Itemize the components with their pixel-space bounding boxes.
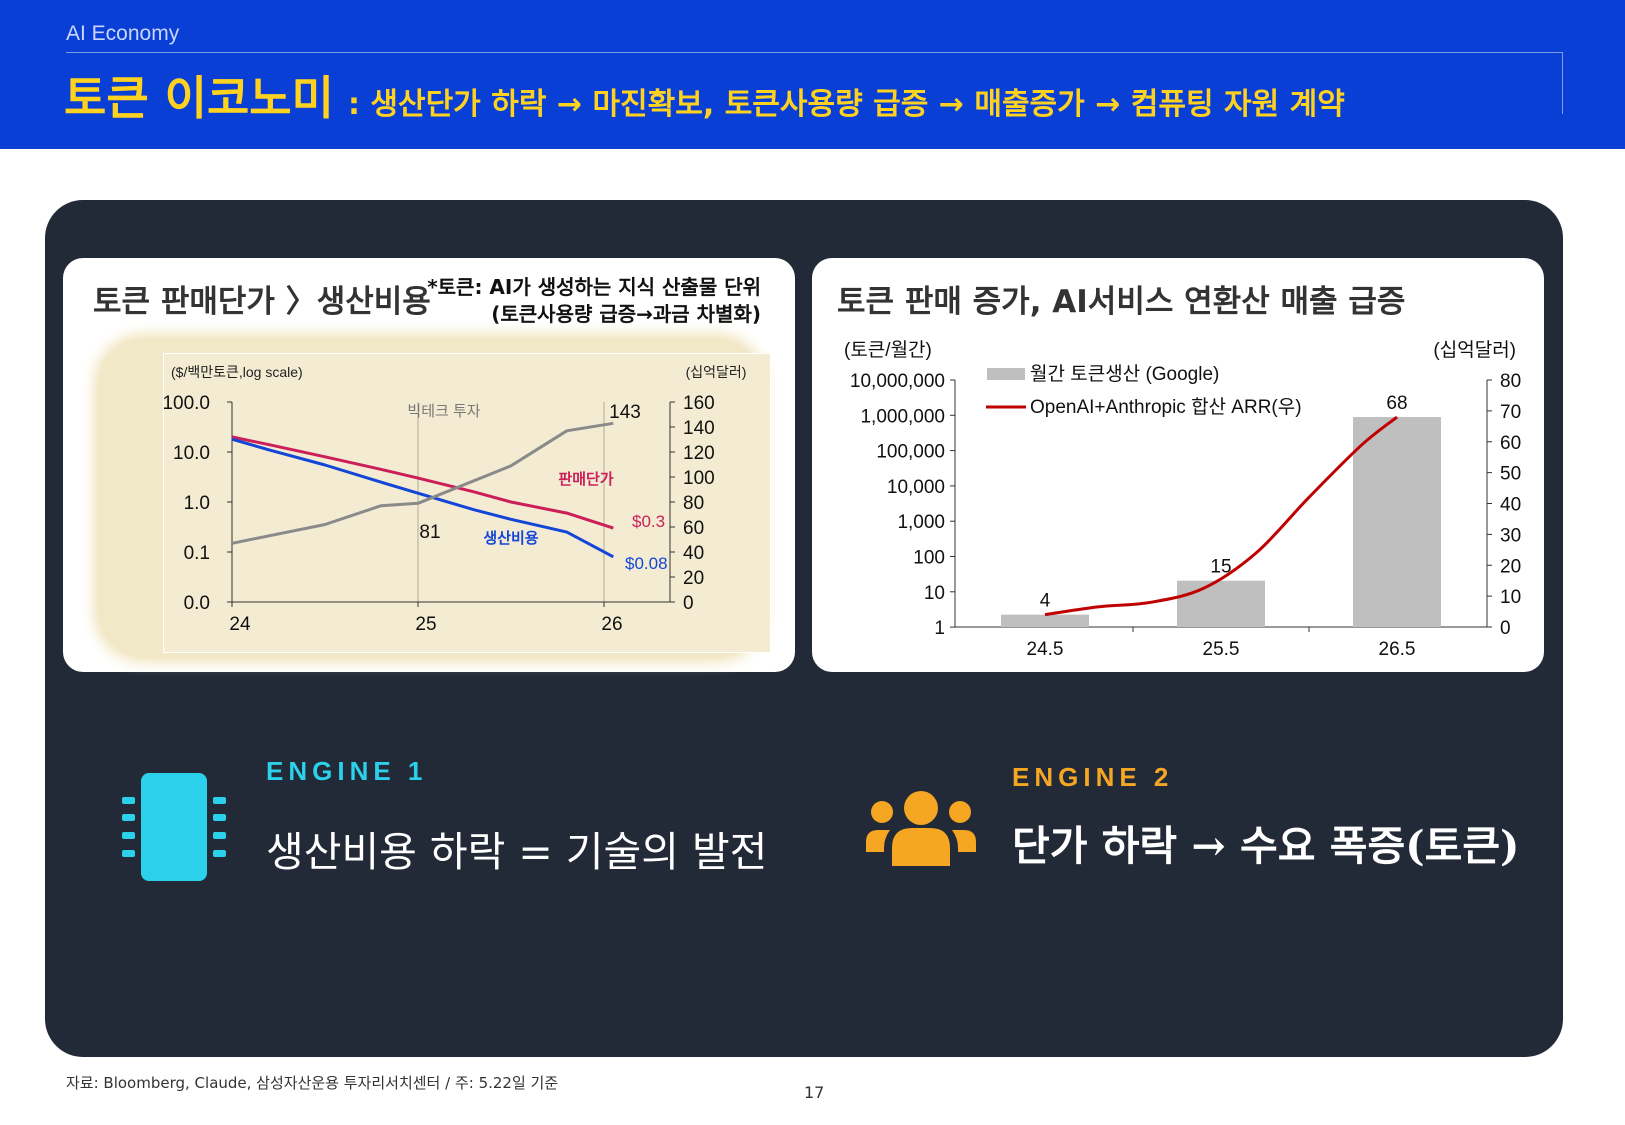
- chart1-x-tick-label: 25: [415, 614, 436, 635]
- chart1-right-tick-label: 160: [683, 393, 715, 414]
- chart2-right-tick-label: 30: [1500, 525, 1521, 546]
- chart2-left-tick-label: 1: [934, 618, 945, 639]
- header-divider: [66, 52, 1563, 53]
- chart1-note-line1: *토큰: AI가 생성하는 지식 산출물 단위: [427, 275, 761, 299]
- page-title-sub: : 생산단가 하락 → 마진확보, 토큰사용량 급증 → 매출증가 → 컴퓨팅 …: [347, 87, 1345, 122]
- section-label: AI Economy: [66, 22, 180, 45]
- source-footnote: 자료: Bloomberg, Claude, 삼성자산운용 투자리서치센터 / …: [66, 1074, 559, 1092]
- chart1-label-price-end: $0.3: [632, 512, 665, 531]
- chart1-line-invest: [231, 421, 614, 545]
- chart2-right-tick-label: 40: [1500, 495, 1521, 516]
- chart2-x-tick-label: 26.5: [1379, 639, 1416, 660]
- chart1-right-tick-label: 100: [683, 468, 715, 489]
- chart2-bar: [1177, 580, 1265, 627]
- chart1-label-invest: 빅테크 투자: [407, 403, 480, 420]
- page-number: 17: [804, 1083, 825, 1102]
- chart1-line-price: [231, 435, 614, 530]
- chart2-left-tick-label: 10,000: [887, 477, 945, 498]
- chart1-right-tick-label: 140: [683, 418, 715, 439]
- chart1-label-cost: 생산비용: [483, 530, 538, 547]
- chart1-right-tick-label: 120: [683, 443, 715, 464]
- chart1-line-cost: [231, 437, 615, 559]
- chart2-right-tick-label: 80: [1500, 371, 1521, 392]
- chart2-bar-label: 15: [1210, 557, 1231, 578]
- chart2-left-tick-label: 100,000: [876, 442, 945, 463]
- chart2-right-tick-label: 20: [1500, 556, 1521, 577]
- chart1-left-tick-label: 10.0: [173, 443, 210, 464]
- chart2-left-unit: (토큰/월간): [844, 339, 932, 361]
- chart1-right-tick-label: 0: [683, 593, 694, 614]
- chart1-label-81: 81: [419, 522, 440, 543]
- chart2-title: 토큰 판매 증가, AI서비스 연환산 매출 급증: [837, 284, 1406, 320]
- chart1-label-cost-end: $0.08: [625, 554, 668, 573]
- chart2-legend-line-label: OpenAI+Anthropic 합산 ARR(우): [1030, 396, 1302, 418]
- chart1-right-unit: (십억달러): [686, 364, 747, 380]
- header-divider-vertical: [1562, 52, 1563, 114]
- chart1-right-tick-label: 40: [683, 543, 704, 564]
- chart1-label-price: 판매단가: [558, 471, 613, 488]
- chart2-right-unit: (십억달러): [1433, 339, 1516, 361]
- engine1-label: ENGINE 1: [266, 756, 428, 786]
- chart2-svg: (토큰/월간) (십억달러) 월간 토큰생산 (Google) OpenAI+Anth…: [844, 339, 1521, 660]
- chart2-x-tick-label: 24.5: [1027, 639, 1064, 660]
- chart1-x-tick-label: 24: [229, 614, 251, 635]
- chart1-left-tick-label: 100.0: [162, 393, 210, 414]
- chart2-left-tick-label: 10,000,000: [850, 371, 945, 392]
- chart1-label-143: 143: [609, 402, 641, 423]
- header-bar: AI Economy 토큰 이코노미 : 생산단가 하락 → 마진확보, 토큰사용…: [0, 0, 1625, 149]
- chart1-note-line2: (토큰사용량 급증→과금 차별화): [491, 302, 761, 326]
- page-title-main: 토큰 이코노미: [64, 71, 334, 125]
- chart2-arr-line: [1044, 415, 1398, 617]
- people-icon: [866, 791, 976, 866]
- chart2-bar-label: 68: [1386, 393, 1407, 414]
- chart2-x-tick-label: 25.5: [1203, 639, 1240, 660]
- chart2-legend-bar-swatch: [987, 368, 1025, 380]
- chart2-right-tick-label: 50: [1500, 464, 1521, 485]
- chart1-left-unit: ($/백만토큰,log scale): [171, 364, 303, 380]
- chart1-left-tick-label: 0.0: [184, 593, 210, 614]
- chart1-svg: ($/백만토큰,log scale) (십억달러) 100.0 10.0 1.0 0.1 0…: [162, 364, 747, 635]
- chart2-legend-bar-label: 월간 토큰생산 (Google): [1030, 363, 1219, 385]
- engine2-label: ENGINE 2: [1012, 762, 1174, 792]
- chart1-right-tick-label: 60: [683, 518, 704, 539]
- chart2-right-tick-label: 70: [1500, 402, 1521, 423]
- chart2-left-tick-label: 10: [924, 583, 945, 604]
- chip-icon: [122, 773, 226, 881]
- chart1-right-tick-label: 20: [683, 568, 704, 589]
- chart2-right-tick-label: 10: [1500, 587, 1521, 608]
- chart1-title: 토큰 판매단가 〉생산비용: [93, 284, 431, 320]
- chart2-left-tick-label: 1,000,000: [860, 406, 945, 427]
- chart1-note: *토큰: AI가 생성하는 지식 산출물 단위 (토큰사용량 급증→과금 차별화…: [427, 274, 761, 328]
- page-title: 토큰 이코노미 : 생산단가 하락 → 마진확보, 토큰사용량 급증 → 매출증가…: [64, 62, 1345, 128]
- chart2-left-tick-label: 1,000: [897, 512, 945, 533]
- chart2-card: 토큰 판매 증가, AI서비스 연환산 매출 급증 (토큰/월간) (십억달러) 월…: [812, 258, 1544, 672]
- chart2-bar: [1353, 417, 1441, 627]
- chart2-right-tick-label: 60: [1500, 433, 1521, 454]
- chart2-left-tick-label: 100: [913, 548, 945, 569]
- chart1-right-tick-label: 80: [683, 493, 704, 514]
- chart1-left-tick-label: 1.0: [184, 493, 210, 514]
- chart1-card: 토큰 판매단가 〉생산비용 *토큰: AI가 생성하는 지식 산출물 단위 (토…: [63, 258, 795, 672]
- chart2-right-tick-label: 0: [1500, 618, 1511, 639]
- chart2-bar: [1001, 614, 1089, 627]
- engine1-text: 생산비용 하락 = 기술의 발전: [266, 828, 768, 876]
- engine2-text: 단가 하락 → 수요 폭증(토큰): [1012, 822, 1520, 870]
- chart2-bar-label: 4: [1040, 591, 1051, 612]
- chart1-x-tick-label: 26: [601, 614, 622, 635]
- chart1-left-tick-label: 0.1: [184, 543, 210, 564]
